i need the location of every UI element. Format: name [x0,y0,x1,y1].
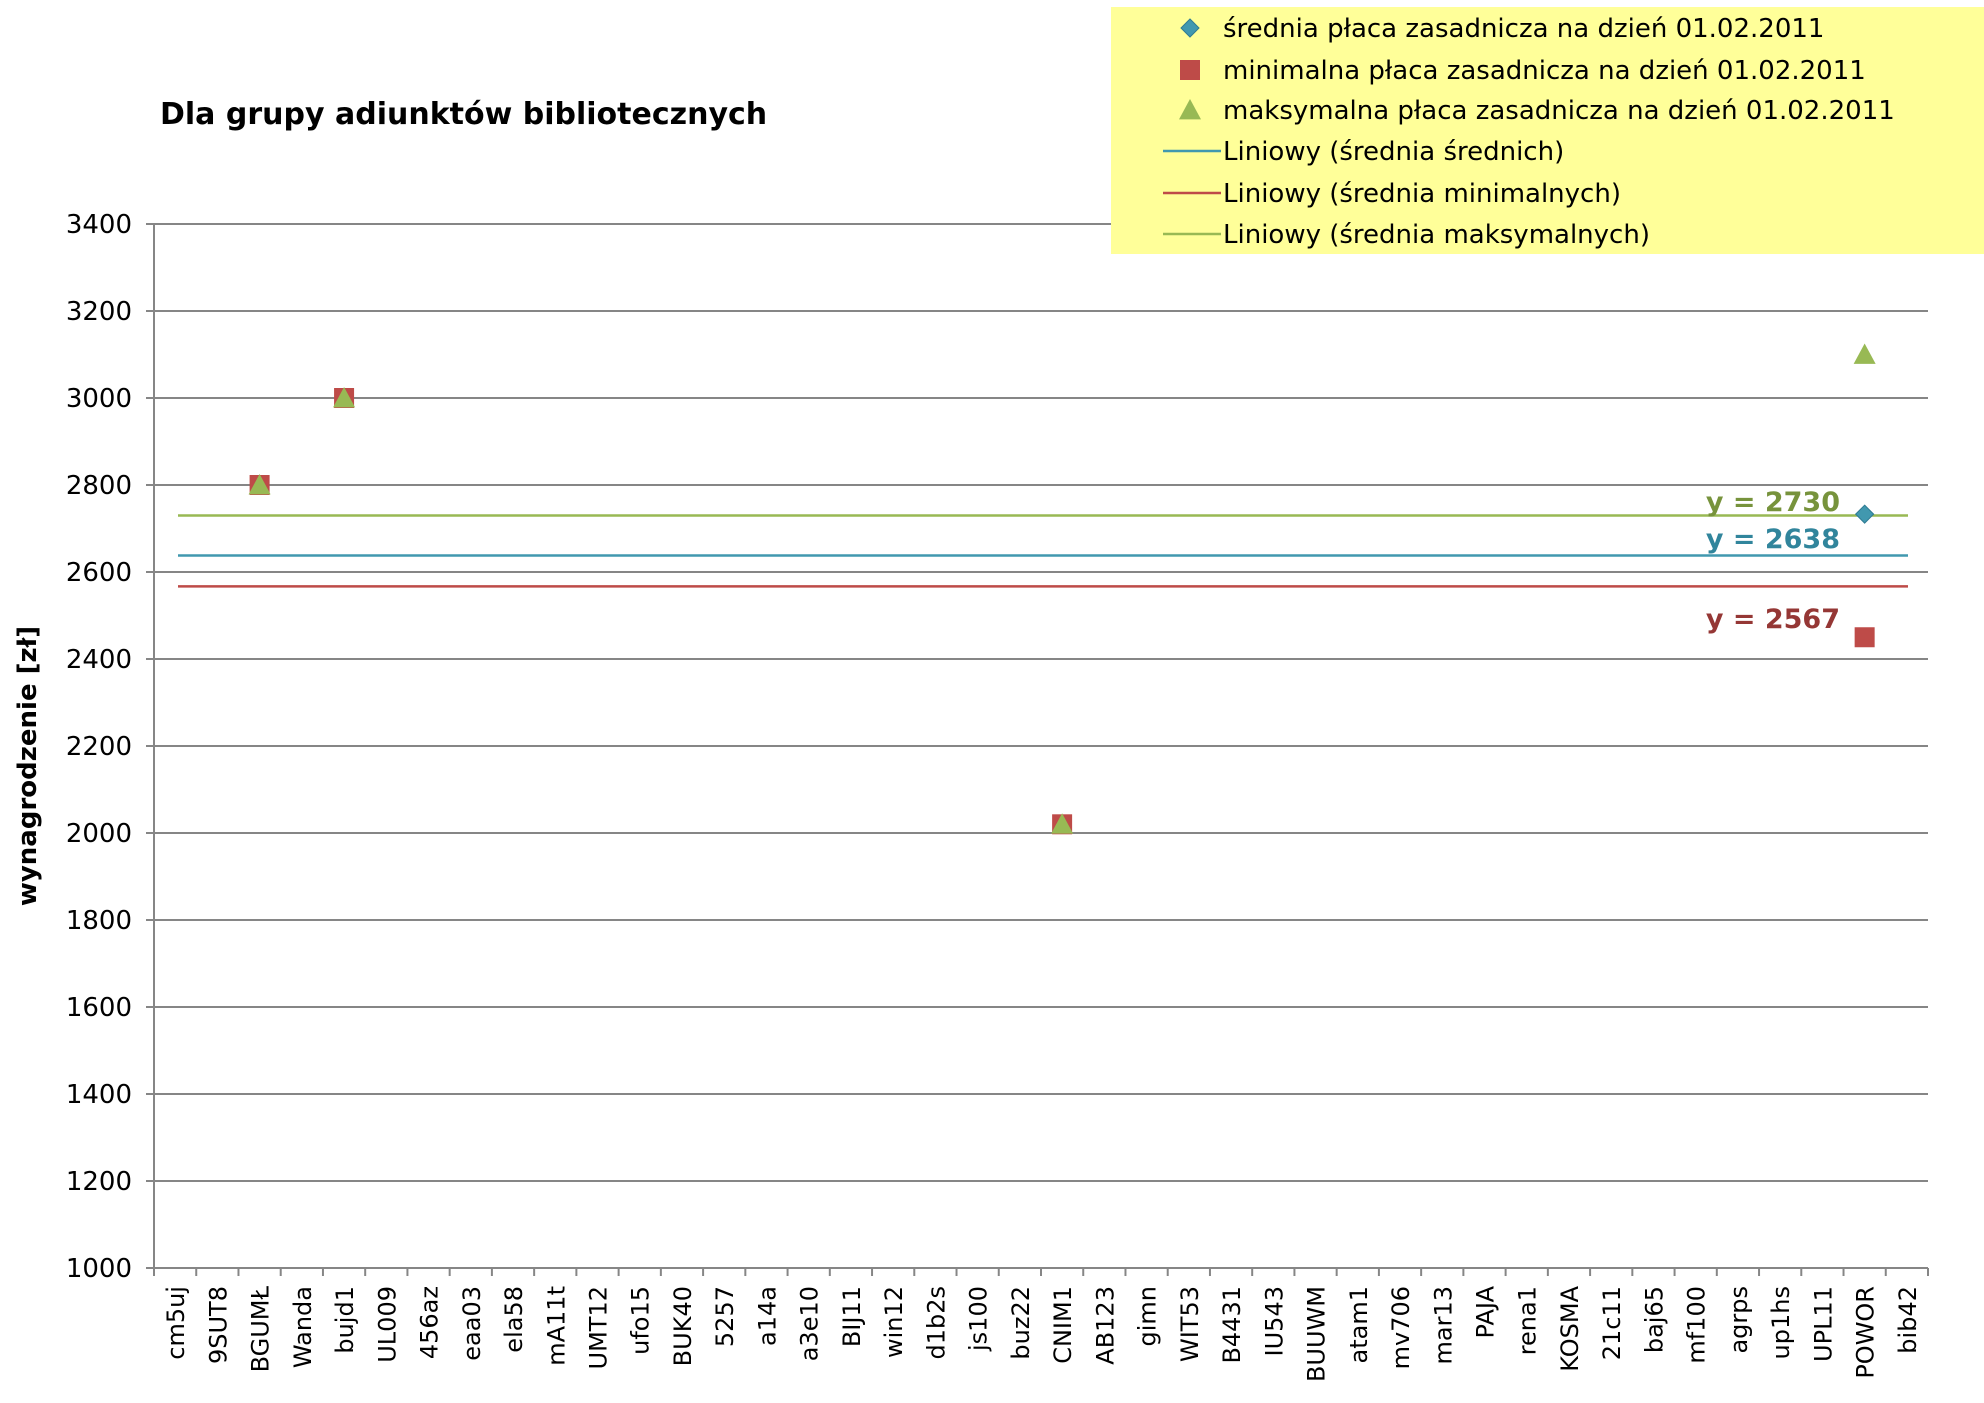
x-axis-ticks: cm5uj 9SUT8 BGUMŁ Wanda bujd1 UL009 456az eaa03… [153,1268,1929,1382]
y-axis-ticks: 1000 1200 1400 1600 1800 2000 2200 2400 2600 2800… [66,210,154,1284]
y-tick-label: 1200 [66,1167,132,1197]
x-tick-label: a14a [753,1286,781,1346]
legend-diamond-icon [1180,18,1200,38]
x-tick-label: atam1 [1345,1286,1373,1363]
x-tick-label: agrps [1725,1286,1753,1354]
x-tick-label: PAJA [1472,1285,1500,1338]
gridlines [154,223,1928,1182]
legend-square-icon [1180,60,1200,80]
trendline-label: y = 2730 [1706,487,1840,518]
x-tick-label: B4431 [1218,1286,1246,1364]
triangle-marker [1051,813,1074,834]
y-tick-label: 3000 [66,384,132,414]
legend-triangle-icon [1179,99,1201,120]
y-tick-label: 1800 [66,906,132,936]
triangle-marker [248,474,271,495]
x-tick-label: cm5uj [162,1286,190,1360]
x-tick-label: gimn [1134,1286,1162,1347]
x-tick-label: bib42 [1894,1286,1922,1354]
x-tick-label: rena1 [1514,1286,1542,1355]
x-tick-label: BUUWM [1303,1286,1331,1382]
y-tick-label: 1400 [66,1080,132,1110]
y-tick-label: 2200 [66,732,132,762]
x-tick-label: js100 [965,1286,993,1352]
x-tick-label: Wanda [289,1286,317,1368]
x-tick-label: mar13 [1429,1286,1457,1365]
x-tick-label: AB123 [1091,1286,1119,1365]
x-tick-label: mA11t [542,1286,570,1366]
triangle-marker [333,387,356,408]
x-tick-label: mv706 [1387,1286,1415,1369]
x-tick-label: UL009 [373,1286,401,1363]
x-tick-label: eaa03 [458,1286,486,1361]
trendline-label: y = 2567 [1706,604,1840,635]
x-tick-label: 21c11 [1598,1286,1626,1360]
y-tick-label: 3400 [66,210,132,240]
legend-entry-label: Liniowy (średnia średnich) [1223,137,1564,167]
trendlines: y = 2638 y = 2567 y = 2730 [178,487,1908,635]
x-tick-label: 5257 [711,1286,739,1347]
legend-entry-label: minimalna płaca zasadnicza na dzień 01.0… [1223,56,1866,86]
x-tick-label: IU543 [1260,1286,1288,1356]
x-tick-label: ela58 [500,1286,528,1353]
x-tick-label: 9SUT8 [204,1286,232,1364]
x-tick-label: BGUMŁ [247,1285,275,1372]
x-tick-label: d1b2s [922,1286,950,1360]
x-tick-label: UPL11 [1809,1286,1837,1362]
legend-entry-label: maksymalna płaca zasadnicza na dzień 01.… [1223,96,1895,126]
x-tick-label: a3e10 [796,1286,824,1361]
data-points [248,343,1876,835]
x-tick-label: WIT53 [1176,1286,1204,1362]
x-tick-label: BIJ11 [838,1286,866,1347]
legend: średnia płaca zasadnicza na dzień 01.02.… [1111,7,1984,254]
x-tick-label: mf100 [1683,1286,1711,1364]
y-tick-label: 3200 [66,297,132,327]
y-tick-label: 2000 [66,819,132,849]
x-tick-label: 456az [416,1286,444,1359]
x-tick-label: KOSMA [1556,1285,1584,1371]
chart-title: Dla grupy adiunktów bibliotecznych [160,97,767,132]
legend-entry-label: Liniowy (średnia minimalnych) [1223,179,1621,209]
diamond-marker [1854,504,1875,524]
legend-entry-label: średnia płaca zasadnicza na dzień 01.02.… [1223,14,1824,44]
x-tick-label: bujd1 [331,1286,359,1354]
legend-entry-label: Liniowy (średnia maksymalnych) [1223,220,1650,250]
square-marker [1854,627,1875,648]
y-tick-label: 1600 [66,993,132,1023]
y-tick-label: 2800 [66,471,132,501]
axes [153,224,1928,1276]
y-tick-label: 2600 [66,558,132,588]
x-tick-label: up1hs [1767,1286,1795,1359]
x-tick-label: CNIM1 [1049,1286,1077,1364]
x-tick-label: BUK40 [669,1286,697,1366]
y-tick-label: 1000 [66,1254,132,1284]
y-axis-label: wynagrodzenie [zł] [13,626,43,906]
y-tick-label: 2400 [66,645,132,675]
x-tick-label: POWOR [1852,1286,1880,1379]
x-tick-label: buz22 [1007,1286,1035,1360]
x-tick-label: UMT12 [585,1286,613,1369]
x-tick-label: baj65 [1640,1286,1668,1353]
x-tick-label: ufo15 [627,1286,655,1355]
triangle-marker [1853,343,1876,364]
legend-background [1111,7,1984,254]
trendline-label: y = 2638 [1706,524,1840,555]
x-tick-label: win12 [880,1286,908,1358]
